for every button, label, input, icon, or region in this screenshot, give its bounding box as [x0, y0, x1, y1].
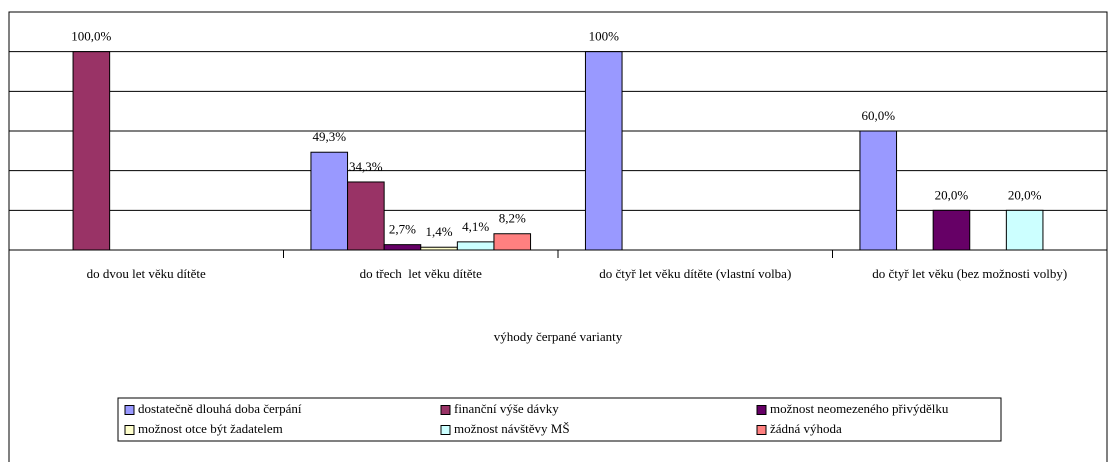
legend-swatch: [124, 425, 135, 435]
legend-swatch: [756, 425, 767, 435]
legend-swatch: [440, 425, 451, 435]
data-label: 8,2%: [499, 211, 526, 226]
data-label: 1,4%: [426, 224, 453, 239]
x-tick-label: do čtyř let věku (bez možnosti volby): [872, 266, 1068, 281]
x-tick-label-box: do třech let věku dítěte: [359, 266, 482, 281]
data-label: 4,1%: [462, 219, 489, 234]
x-axis-title: výhody čerpané varianty: [494, 329, 623, 344]
x-tick-label-box: do čtyř let věku (bez možnosti volby): [872, 266, 1068, 281]
bar: [310, 151, 349, 251]
bar: [72, 51, 111, 251]
legend-label: finanční výše dávky: [454, 401, 559, 416]
data-label: 100%: [589, 29, 620, 44]
bar: [493, 233, 532, 251]
x-tick-label-box: do čtyř let věku dítěte (vlastní volba): [599, 266, 792, 281]
bar: [584, 51, 623, 251]
bar: [456, 241, 495, 251]
bar: [932, 209, 971, 251]
data-label: 100,0%: [71, 29, 111, 44]
legend-swatch: [124, 405, 135, 415]
x-tick-label: do třech let věku dítěte: [359, 266, 482, 281]
legend-label: možnost neomezeného přivýdělku: [770, 401, 949, 416]
legend-label: možnost návštěvy MŠ: [454, 421, 570, 436]
legend-box: [117, 397, 1002, 442]
data-label: 20,0%: [935, 187, 969, 202]
x-tick-label: do dvou let věku dítěte: [86, 266, 206, 281]
legend-label: možnost otce být žadatelem: [138, 421, 283, 436]
bar: [347, 181, 385, 251]
bar: [383, 244, 422, 251]
bar: [859, 130, 898, 251]
data-label: 60,0%: [861, 108, 895, 123]
data-label: 2,7%: [389, 222, 416, 237]
x-tick-label: do čtyř let věku dítěte (vlastní volba): [599, 266, 792, 281]
bar: [1005, 209, 1044, 251]
legend-label: dostatečně dlouhá doba čerpání: [138, 401, 302, 416]
data-label: 49,3%: [312, 129, 346, 144]
legend-swatch: [440, 405, 451, 415]
data-label: 20,0%: [1008, 187, 1042, 202]
legend-label: žádná výhoda: [770, 421, 842, 436]
legend-swatch: [756, 405, 767, 415]
x-tick-label-box: do dvou let věku dítěte: [86, 266, 206, 281]
data-label: 34,3%: [349, 159, 383, 174]
